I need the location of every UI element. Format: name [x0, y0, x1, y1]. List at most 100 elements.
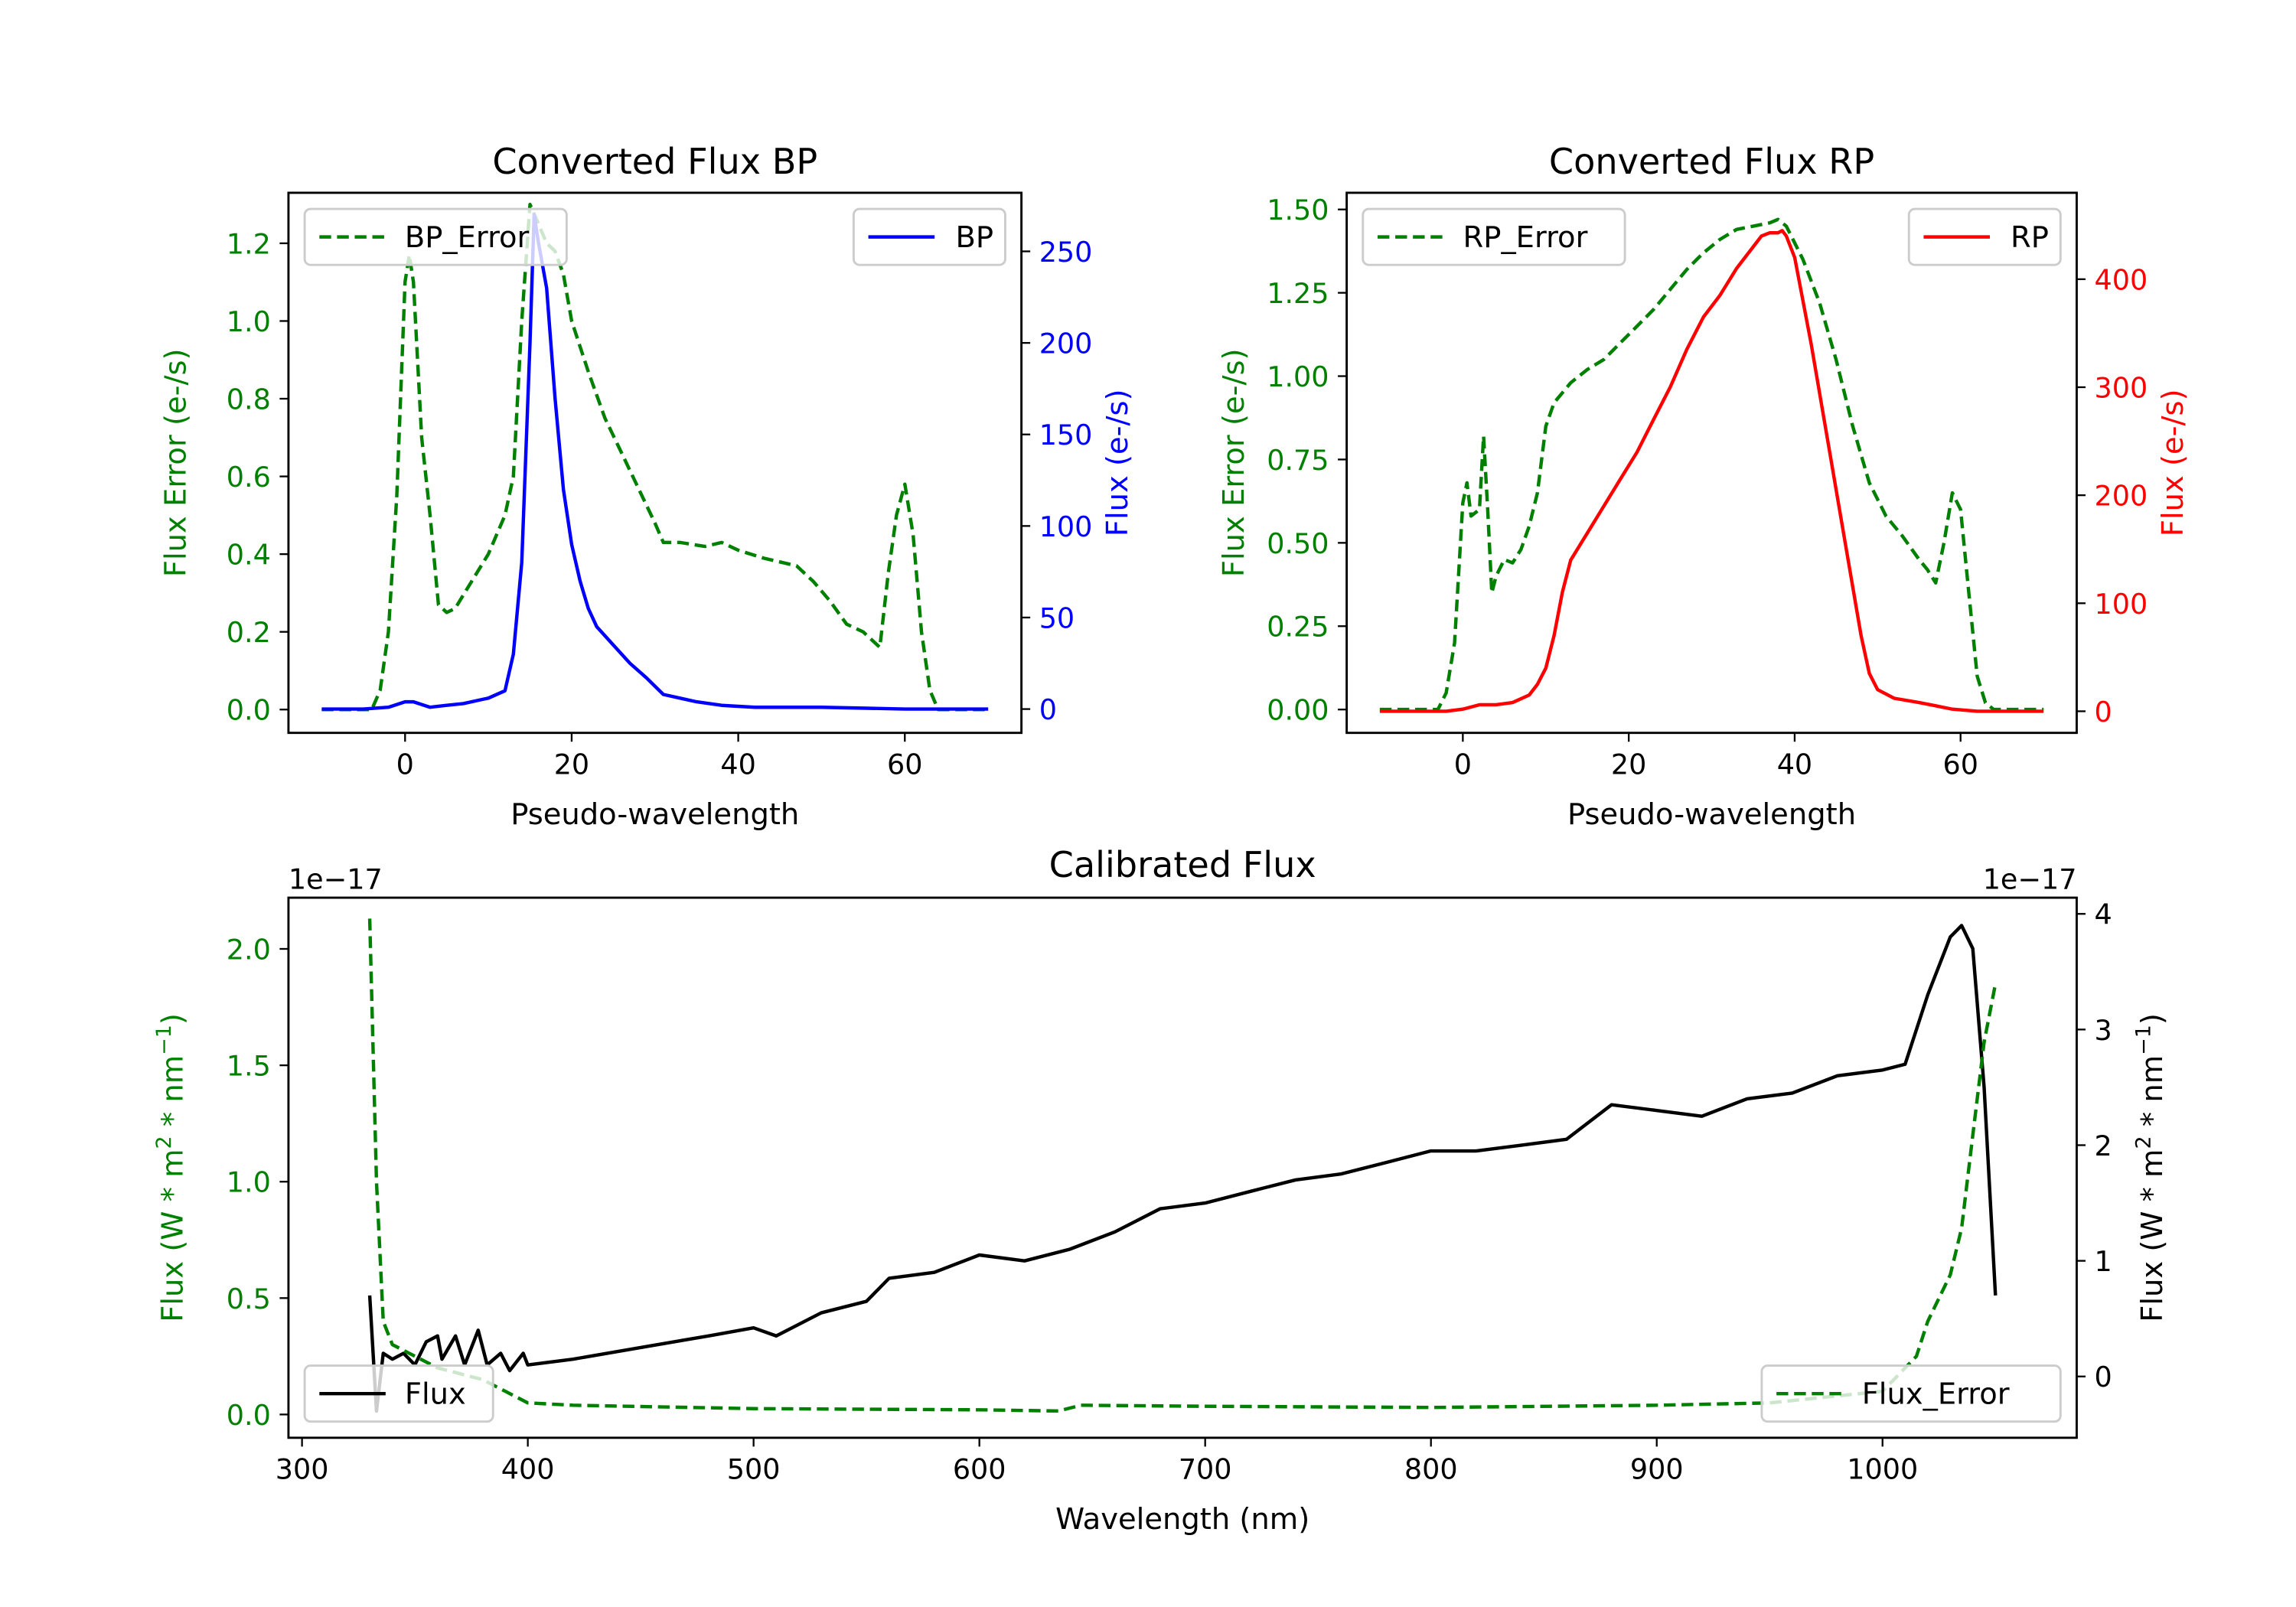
chart-title: Converted Flux BP	[492, 141, 817, 182]
label-part: * nm	[2135, 1055, 2170, 1136]
x-tick-label: 400	[501, 1453, 555, 1486]
legend-box	[303, 1364, 494, 1423]
x-tick-label: 0	[1454, 748, 1472, 781]
y-left-axis-label: Flux Error (e-/s)	[1217, 348, 1251, 577]
legend-flux-error: Flux_Error	[1760, 1364, 2062, 1423]
x-tick-label: 0	[396, 748, 414, 781]
y-right-tick-label: 100	[1039, 510, 1093, 543]
label-part: )	[2135, 1013, 2170, 1025]
y-right-tick-label: 100	[2095, 588, 2148, 621]
x-tick-label: 500	[727, 1453, 781, 1486]
legend-box	[1362, 207, 1626, 266]
legend-box	[1760, 1364, 2062, 1423]
legend-flux: Flux	[303, 1364, 494, 1423]
y-right-axis-label: Flux (e-/s)	[1101, 389, 1135, 536]
chart-panel-1: 0 20 40 60 0.0 0.2 0.4 0.6 0.8 1.0 1.2 0 50 100 150 200…	[158, 141, 1135, 832]
y-left-axis-label: Flux (W * m2 * nm−1)	[152, 1013, 190, 1322]
y-right-tick-label: 3	[2095, 1014, 2112, 1047]
y-right-tick-label: 2	[2095, 1129, 2112, 1162]
axes-frame	[287, 191, 1023, 735]
y-left-tick-label: 1.5	[227, 1050, 271, 1083]
y-left-tick-label: 0.00	[1267, 694, 1329, 727]
label-part: Flux (W * m	[2135, 1149, 2170, 1322]
series-line-bp-error	[321, 202, 989, 712]
x-tick-label: 60	[1942, 748, 1978, 781]
axes-frame	[1345, 191, 2078, 735]
superscript: 2	[2132, 1136, 2156, 1149]
y-left-tick-label: 0.75	[1267, 444, 1329, 477]
y-left-tick-label: 1.50	[1267, 194, 1329, 227]
y-left-tick-label: 1.0	[227, 305, 271, 338]
x-tick-label: 300	[276, 1453, 329, 1486]
legend-bp: BP	[852, 207, 1006, 266]
legend-rp: RP	[1907, 207, 2062, 266]
y-right-tick-label: 0	[2095, 1361, 2112, 1393]
y-right-axis-label: Flux (e-/s)	[2156, 389, 2190, 536]
chart-title: Converted Flux RP	[1549, 141, 1874, 182]
y-left-tick-label: 0.5	[227, 1283, 271, 1315]
series-line-rp	[1379, 229, 2044, 713]
y-right-tick-label: 400	[2095, 263, 2148, 296]
legend-label: BP	[955, 220, 993, 255]
x-tick-label: 900	[1630, 1453, 1684, 1486]
y-left-tick-label: 0.2	[227, 616, 271, 649]
legend-label: Flux_Error	[1862, 1377, 2010, 1412]
x-tick-label: 700	[1179, 1453, 1232, 1486]
series-line-rp-error	[1379, 217, 2044, 712]
series-line-flux	[367, 924, 1998, 1413]
legend-bp-error: BP_Error	[303, 207, 568, 266]
y-left-tick-label: 0.8	[227, 383, 271, 416]
y-left-tick-label: 0.0	[227, 1399, 271, 1432]
x-tick-label: 20	[554, 748, 589, 781]
y-left-tick-label: 1.2	[227, 227, 271, 260]
chart-panel-3: 300 400 500 600 700 800 900 1000 0.0 0.5 1.0 1.5 2.0…	[152, 844, 2170, 1537]
chart-panel-2: 0 20 40 60 0.00 0.25 0.50 0.75 1.00 1.25 1.50 0 100 2…	[1217, 141, 2190, 832]
y-right-tick-label: 200	[2095, 480, 2148, 513]
y-left-axis-label: Flux Error (e-/s)	[158, 348, 193, 577]
y-right-tick-label: 4	[2095, 898, 2112, 931]
x-tick-label: 60	[887, 748, 922, 781]
x-tick-label: 1000	[1847, 1453, 1918, 1486]
legend-label: RP_Error	[1463, 220, 1588, 255]
y-left-tick-label: 0.25	[1267, 611, 1329, 644]
y-left-tick-label: 0.4	[227, 539, 271, 572]
x-axis-label: Pseudo-wavelength	[1567, 797, 1856, 832]
legend-label: BP_Error	[405, 220, 530, 255]
legend-label: Flux	[405, 1377, 466, 1412]
x-tick-label: 40	[1777, 748, 1812, 781]
x-tick-label: 800	[1404, 1453, 1458, 1486]
y-left-tick-label: 0.50	[1267, 527, 1329, 560]
superscript: −1	[2132, 1025, 2156, 1055]
y-left-tick-label: 0.0	[227, 694, 271, 727]
y-left-offset-text: 1e−17	[289, 863, 383, 896]
y-right-tick-label: 150	[1039, 419, 1093, 451]
y-left-tick-label: 2.0	[227, 933, 271, 966]
superscript: −1	[152, 1025, 176, 1055]
chart-title: Calibrated Flux	[1049, 844, 1316, 885]
y-right-tick-label: 0	[2095, 696, 2112, 729]
y-left-tick-label: 0.6	[227, 461, 271, 494]
y-left-tick-label: 1.00	[1267, 360, 1329, 393]
y-right-tick-label: 200	[1039, 328, 1093, 360]
x-axis-label: Wavelength (nm)	[1055, 1502, 1309, 1537]
y-right-tick-label: 0	[1039, 693, 1057, 726]
x-tick-label: 40	[720, 748, 755, 781]
legend-label: RP	[2011, 220, 2049, 255]
label-part: )	[155, 1013, 190, 1025]
y-right-tick-label: 300	[2095, 371, 2148, 404]
y-left-tick-label: 1.0	[227, 1166, 271, 1199]
y-right-tick-label: 250	[1039, 236, 1093, 269]
y-right-axis-label: Flux (W * m2 * nm−1)	[2132, 1013, 2170, 1322]
x-axis-label: Pseudo-wavelength	[510, 797, 799, 832]
x-tick-label: 600	[953, 1453, 1006, 1486]
axes-frame	[287, 896, 2078, 1439]
label-part: * nm	[155, 1055, 190, 1136]
y-right-tick-label: 1	[2095, 1245, 2112, 1278]
y-left-tick-label: 1.25	[1267, 277, 1329, 310]
legend-rp-error: RP_Error	[1362, 207, 1626, 266]
series-line-bp	[321, 213, 989, 711]
x-tick-label: 20	[1611, 748, 1646, 781]
superscript: 2	[152, 1136, 176, 1149]
